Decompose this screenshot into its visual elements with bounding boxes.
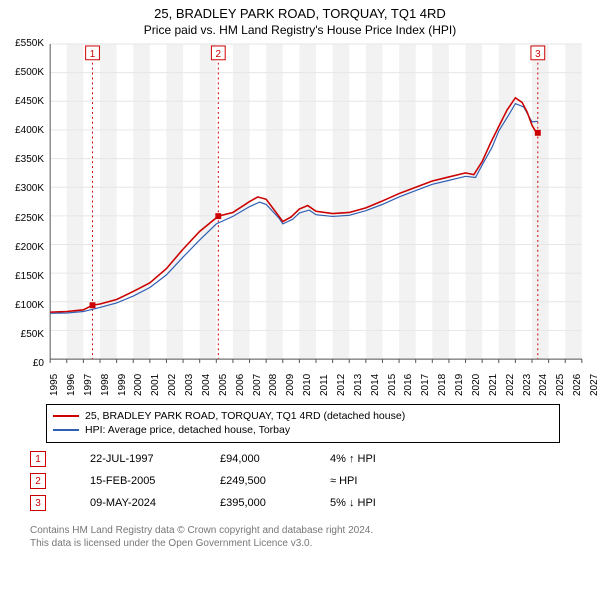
x-tick-label: 2020 [471, 374, 482, 396]
x-tick-label: 2010 [302, 374, 313, 396]
legend: 25, BRADLEY PARK ROAD, TORQUAY, TQ1 4RD … [46, 404, 560, 443]
x-tick-label: 2001 [150, 374, 161, 396]
x-tick-label: 1996 [66, 374, 77, 396]
sale-marker-box: 2 [30, 473, 46, 489]
subtitle: Price paid vs. HM Land Registry's House … [0, 21, 600, 39]
sale-marker-box: 1 [30, 451, 46, 467]
sale-date: 15-FEB-2005 [90, 475, 220, 487]
x-tick-label: 2002 [167, 374, 178, 396]
x-tick-label: 2015 [387, 374, 398, 396]
y-tick-label: £250K [0, 213, 44, 224]
x-tick-label: 2027 [589, 374, 600, 396]
chart-container: { "title": "25, BRADLEY PARK ROAD, TORQU… [0, 0, 600, 590]
sale-price: £395,000 [220, 497, 330, 509]
y-tick-label: £300K [0, 183, 44, 194]
x-axis-ticks: 1995 1996 1997 1998 1999 2000 2001 2002 2003 2004… [46, 366, 586, 402]
legend-item: 25, BRADLEY PARK ROAD, TORQUAY, TQ1 4RD … [53, 409, 553, 423]
sale-marker-box: 3 [30, 495, 46, 511]
sale-date: 09-MAY-2024 [90, 497, 220, 509]
x-tick-label: 2024 [538, 374, 549, 396]
x-tick-label: 2006 [235, 374, 246, 396]
y-tick-label: £100K [0, 300, 44, 311]
legend-label: HPI: Average price, detached house, Torb… [85, 423, 290, 437]
x-tick-label: 2004 [201, 374, 212, 396]
sale-date: 22-JUL-1997 [90, 453, 220, 465]
y-tick-label: £350K [0, 154, 44, 165]
svg-text:1: 1 [90, 49, 95, 60]
sale-price: £94,000 [220, 453, 330, 465]
x-tick-label: 2011 [319, 374, 330, 396]
x-tick-label: 2016 [403, 374, 414, 396]
y-tick-label: £500K [0, 67, 44, 78]
sale-delta: 4% ↑ HPI [330, 453, 430, 465]
x-tick-label: 2000 [133, 374, 144, 396]
footer-line: This data is licensed under the Open Gov… [30, 537, 570, 550]
legend-item: HPI: Average price, detached house, Torb… [53, 423, 553, 437]
sale-delta: 5% ↓ HPI [330, 497, 430, 509]
sale-delta: ≈ HPI [330, 475, 430, 487]
x-tick-label: 2021 [488, 374, 499, 396]
x-tick-label: 2008 [268, 374, 279, 396]
x-tick-label: 1998 [100, 374, 111, 396]
legend-swatch [53, 415, 79, 417]
x-tick-label: 2012 [336, 374, 347, 396]
x-tick-label: 2005 [218, 374, 229, 396]
x-tick-label: 2007 [252, 374, 263, 396]
title: 25, BRADLEY PARK ROAD, TORQUAY, TQ1 4RD [0, 0, 600, 21]
x-tick-label: 2017 [420, 374, 431, 396]
legend-label: 25, BRADLEY PARK ROAD, TORQUAY, TQ1 4RD … [85, 409, 405, 423]
y-tick-label: £400K [0, 125, 44, 136]
y-tick-label: £450K [0, 96, 44, 107]
price-chart: 1 2 3 [46, 44, 586, 364]
x-tick-label: 2014 [370, 374, 381, 396]
x-tick-label: 2026 [572, 374, 583, 396]
y-tick-label: £150K [0, 271, 44, 282]
x-tick-label: 2003 [184, 374, 195, 396]
legend-swatch [53, 429, 79, 431]
x-tick-label: 1999 [117, 374, 128, 396]
sale-price: £249,500 [220, 475, 330, 487]
x-tick-label: 2009 [285, 374, 296, 396]
svg-text:3: 3 [535, 49, 541, 60]
sales-table: 1 22-JUL-1997 £94,000 4% ↑ HPI 2 15-FEB-… [30, 448, 570, 514]
y-tick-label: £550K [0, 38, 44, 49]
x-tick-label: 2018 [437, 374, 448, 396]
sale-row: 1 22-JUL-1997 £94,000 4% ↑ HPI [30, 448, 570, 470]
footer-line: Contains HM Land Registry data © Crown c… [30, 524, 570, 537]
sale-row: 2 15-FEB-2005 £249,500 ≈ HPI [30, 470, 570, 492]
y-tick-label: £50K [0, 329, 44, 340]
x-tick-label: 2019 [454, 374, 465, 396]
x-tick-label: 1997 [83, 374, 94, 396]
x-tick-label: 2023 [522, 374, 533, 396]
x-tick-label: 2013 [353, 374, 364, 396]
x-tick-label: 2022 [505, 374, 516, 396]
y-tick-label: £200K [0, 242, 44, 253]
footer: Contains HM Land Registry data © Crown c… [30, 524, 570, 550]
y-tick-label: £0 [0, 358, 44, 369]
x-tick-label: 1995 [49, 374, 60, 396]
x-tick-label: 2025 [555, 374, 566, 396]
svg-text:2: 2 [216, 49, 221, 60]
sale-row: 3 09-MAY-2024 £395,000 5% ↓ HPI [30, 492, 570, 514]
